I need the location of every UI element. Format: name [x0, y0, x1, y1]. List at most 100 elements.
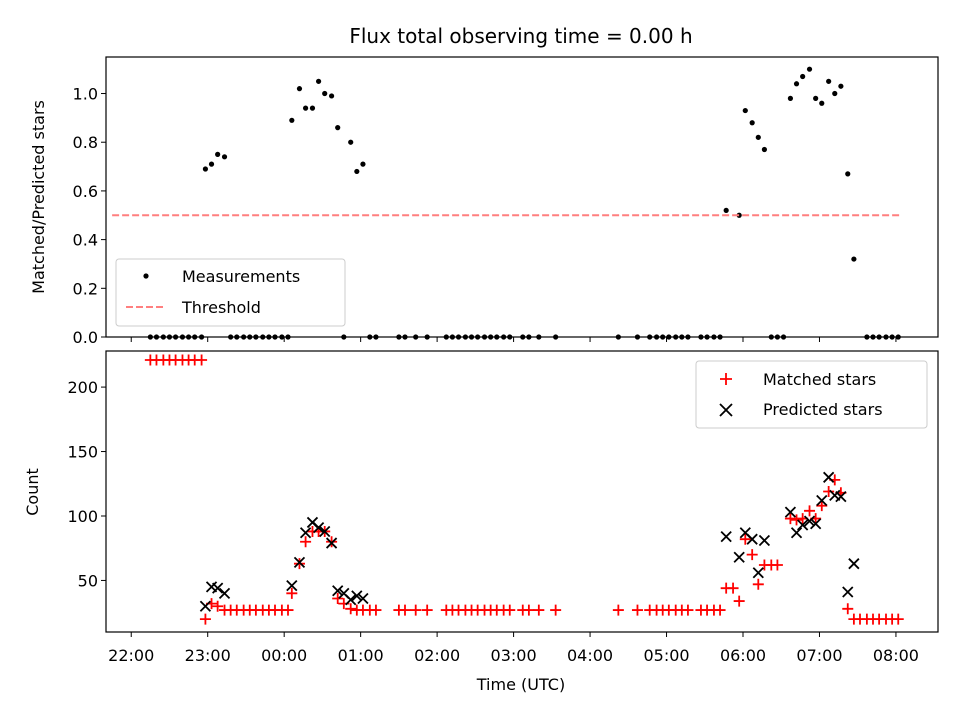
- measurement-point: [883, 334, 889, 340]
- matched-star-point: [326, 536, 338, 548]
- measurement-point: [315, 78, 322, 84]
- legend-label-predicted: Predicted stars: [763, 400, 883, 419]
- measurement-point: [895, 334, 901, 340]
- measurement-point: [185, 334, 192, 340]
- measurement-point: [402, 334, 408, 340]
- measurement-point: [870, 334, 876, 340]
- matched-star-point: [523, 604, 535, 616]
- measurement-point: [673, 334, 679, 340]
- measurement-point: [768, 334, 774, 340]
- predicted-star-point: [720, 530, 732, 543]
- measurement-point: [202, 166, 209, 172]
- predicted-star-point: [797, 519, 809, 531]
- top-legend-box: [115, 258, 346, 327]
- x-tick-label: 02:00: [414, 646, 460, 665]
- bottom-legend: Matched stars Predicted stars: [695, 360, 928, 429]
- matched-star-point: [345, 603, 357, 615]
- bottom-panel: Count 50 100 150 200 22:00 23:00 00:00 01:00 02…: [23, 350, 939, 694]
- measurement-point: [373, 334, 379, 340]
- predicted-star-point: [199, 600, 212, 612]
- measurement-point: [864, 334, 870, 340]
- predicted-star-point: [332, 585, 344, 597]
- measurement-point: [526, 334, 532, 340]
- measurement-point: [468, 334, 475, 340]
- measurement-point: [192, 334, 198, 340]
- measurement-point: [755, 134, 761, 140]
- matched-star-point: [421, 604, 433, 616]
- measurement-point: [615, 334, 621, 340]
- measurement-point: [717, 334, 723, 340]
- predicted-star-point: [816, 494, 828, 507]
- legend-label-measurements: Measurements: [182, 267, 300, 286]
- measurement-point: [800, 73, 806, 80]
- measurement-point: [285, 334, 291, 340]
- matched-star-point: [293, 558, 305, 570]
- measurement-point: [462, 334, 469, 340]
- measurement-point: [309, 105, 316, 111]
- y-tick-label: 0.6: [73, 182, 98, 201]
- measurement-point: [660, 334, 666, 340]
- y-tick-label: 0.2: [73, 279, 98, 298]
- measurement-point: [147, 334, 153, 340]
- measurement-point: [449, 334, 456, 340]
- measurement-point: [488, 334, 494, 340]
- matched-star-point: [196, 354, 208, 366]
- measurement-point: [153, 334, 160, 340]
- measurement-point: [793, 81, 800, 87]
- measurement-point: [455, 334, 462, 340]
- matched-star-point: [816, 500, 828, 512]
- legend-dot-icon: [143, 273, 149, 279]
- x-tick-label: 03:00: [491, 646, 537, 665]
- measurement-point: [553, 334, 559, 340]
- x-tick-label: 07:00: [796, 646, 842, 665]
- predicted-star-point: [345, 594, 357, 606]
- measurement-point: [851, 256, 857, 262]
- matched-star-point: [682, 604, 694, 616]
- measurement-point: [647, 334, 653, 340]
- predicted-star-point: [835, 491, 847, 503]
- measurement-point: [360, 161, 366, 167]
- predicted-star-point: [823, 471, 835, 483]
- measurement-point: [666, 334, 672, 340]
- measurement-point: [272, 334, 278, 340]
- measurement-point: [228, 334, 234, 340]
- measurement-point: [396, 334, 402, 340]
- matched-star-point: [332, 592, 344, 604]
- matched-star-point: [286, 587, 298, 599]
- legend-label-threshold: Threshold: [181, 298, 261, 317]
- matched-star-point: [370, 604, 382, 616]
- bottom-legend-box: [695, 360, 928, 429]
- matched-star-point: [399, 604, 411, 616]
- measurement-point: [475, 334, 481, 340]
- legend-x-icon: [719, 403, 733, 417]
- measurement-point: [335, 125, 341, 131]
- measurement-point: [253, 334, 259, 340]
- top-panel-marks: [112, 66, 901, 340]
- measurement-point: [780, 334, 787, 340]
- top-panel-y-axis: 0.0 0.2 0.4 0.6 0.8 1.0: [73, 85, 106, 347]
- measurement-point: [501, 334, 507, 340]
- measurement-point: [749, 120, 755, 126]
- measurement-point: [481, 334, 488, 340]
- measurement-point: [774, 334, 781, 340]
- measurement-point: [413, 334, 419, 340]
- legend-label-matched: Matched stars: [763, 370, 876, 389]
- measurement-point: [172, 334, 179, 340]
- matched-star-point: [823, 486, 835, 497]
- measurement-point: [742, 107, 748, 114]
- x-tick-label: 22:00: [108, 646, 154, 665]
- measurement-point: [296, 86, 303, 92]
- matched-star-point: [300, 536, 312, 548]
- bottom-panel-ylabel: Count: [23, 468, 42, 516]
- measurement-point: [832, 90, 838, 97]
- matched-star-point: [199, 613, 211, 625]
- predicted-star-point: [790, 527, 803, 539]
- matched-star-point: [282, 604, 294, 616]
- measurement-point: [838, 83, 844, 89]
- matched-star-point: [791, 514, 803, 526]
- measurement-point: [289, 117, 295, 123]
- matched-star-point: [533, 604, 545, 616]
- measurement-point: [241, 334, 247, 340]
